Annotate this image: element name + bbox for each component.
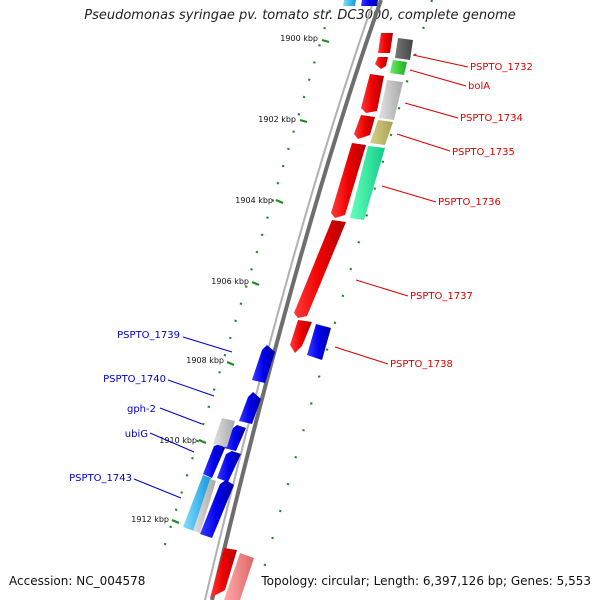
gene-feature-pink[interactable] — [224, 553, 254, 600]
map-title: Pseudomonas syringae pv. tomato str. DC3… — [84, 8, 516, 23]
label-leader — [355, 279, 409, 297]
gene-label-gph-2[interactable]: gph-2 — [127, 404, 156, 415]
gene-feature-blue-top[interactable] — [361, 0, 378, 6]
gene-forward[interactable] — [294, 220, 346, 318]
kbp-label: 1900 kbp — [280, 34, 318, 43]
gene-feature-grey-left-2[interactable] — [193, 479, 216, 533]
gene-label-pspto-1732[interactable]: PSPTO_1732 — [470, 62, 533, 73]
ruler-track-right — [260, 0, 434, 576]
label-leader — [381, 185, 437, 203]
gene-label-pspto-1736[interactable]: PSPTO_1736 — [438, 197, 501, 208]
label-leader — [149, 432, 195, 453]
kbp-label: 1902 kbp — [258, 115, 296, 124]
kbp-label: 1910 kbp — [159, 436, 197, 445]
accession-text: Accession: NC_004578 — [9, 574, 146, 588]
gene-forward[interactable] — [290, 320, 312, 353]
reverse-strand-genes — [183, 345, 275, 538]
label-leader — [167, 379, 215, 397]
gene-label-pspto-1739[interactable]: PSPTO_1739 — [117, 330, 180, 341]
kbp-tick — [299, 118, 308, 124]
backbone-inner — [204, 0, 375, 600]
gene-forward[interactable] — [354, 115, 375, 139]
gene-feature-dark[interactable] — [395, 38, 413, 60]
kbp-tick — [198, 438, 207, 445]
label-leader — [182, 336, 233, 353]
kbp-label: 1904 kbp — [235, 196, 273, 205]
gene-reverse[interactable] — [224, 425, 246, 451]
gene-reverse[interactable] — [252, 345, 275, 383]
label-leader — [334, 346, 389, 365]
gene-label-pspto-1735[interactable]: PSPTO_1735 — [452, 147, 515, 158]
forward-strand-genes — [210, 33, 393, 598]
kbp-tick — [171, 518, 180, 525]
gene-label-pspto-1737[interactable]: PSPTO_1737 — [410, 291, 473, 302]
label-leader — [404, 102, 459, 119]
gene-forward[interactable] — [331, 143, 366, 218]
label-leader — [396, 133, 451, 152]
gene-forward-blue[interactable] — [307, 324, 331, 360]
label-leader — [133, 478, 182, 499]
label-leader — [409, 69, 467, 87]
kbp-label: 1912 kbp — [131, 515, 169, 524]
label-leader — [412, 54, 469, 68]
gene-feature-mint[interactable] — [350, 146, 385, 220]
gene-label-ubig[interactable]: ubiG — [125, 429, 148, 440]
gene-feature-green[interactable] — [390, 60, 407, 75]
kbp-tick — [321, 38, 330, 44]
gene-feature-cyan-top[interactable] — [343, 0, 356, 6]
gene-label-pspto-1738[interactable]: PSPTO_1738 — [390, 359, 453, 370]
gene-label-pspto-1734[interactable]: PSPTO_1734 — [460, 113, 523, 124]
gene-forward[interactable] — [375, 57, 388, 69]
gene-reverse[interactable] — [200, 480, 234, 538]
gene-feature-olive[interactable] — [370, 120, 393, 145]
gene-reverse[interactable] — [239, 392, 261, 424]
kbp-tick — [226, 360, 235, 367]
kbp-tick — [251, 280, 260, 287]
gene-label-pspto-1740[interactable]: PSPTO_1740 — [103, 374, 166, 385]
gene-forward[interactable] — [378, 33, 393, 53]
gene-reverse[interactable] — [203, 444, 225, 478]
kbp-label: 1906 kbp — [211, 277, 249, 286]
kbp-ticks — [171, 38, 330, 525]
gene-label-bola[interactable]: bolA — [468, 81, 490, 92]
gene-feature-grey-left[interactable] — [213, 418, 235, 447]
topology-summary: Topology: circular; Length: 6,397,126 bp… — [261, 574, 591, 588]
kbp-label: 1908 kbp — [186, 356, 224, 365]
backbone-outer — [210, 0, 383, 600]
gene-label-pspto-1743[interactable]: PSPTO_1743 — [69, 473, 132, 484]
gene-forward[interactable] — [361, 74, 384, 113]
gene-feature-grey[interactable] — [379, 80, 403, 120]
gene-forward[interactable] — [210, 548, 237, 598]
kbp-tick — [275, 198, 284, 205]
gene-feature-cyan-left[interactable] — [183, 475, 211, 531]
label-leader — [159, 407, 203, 425]
gene-reverse[interactable] — [217, 451, 241, 482]
